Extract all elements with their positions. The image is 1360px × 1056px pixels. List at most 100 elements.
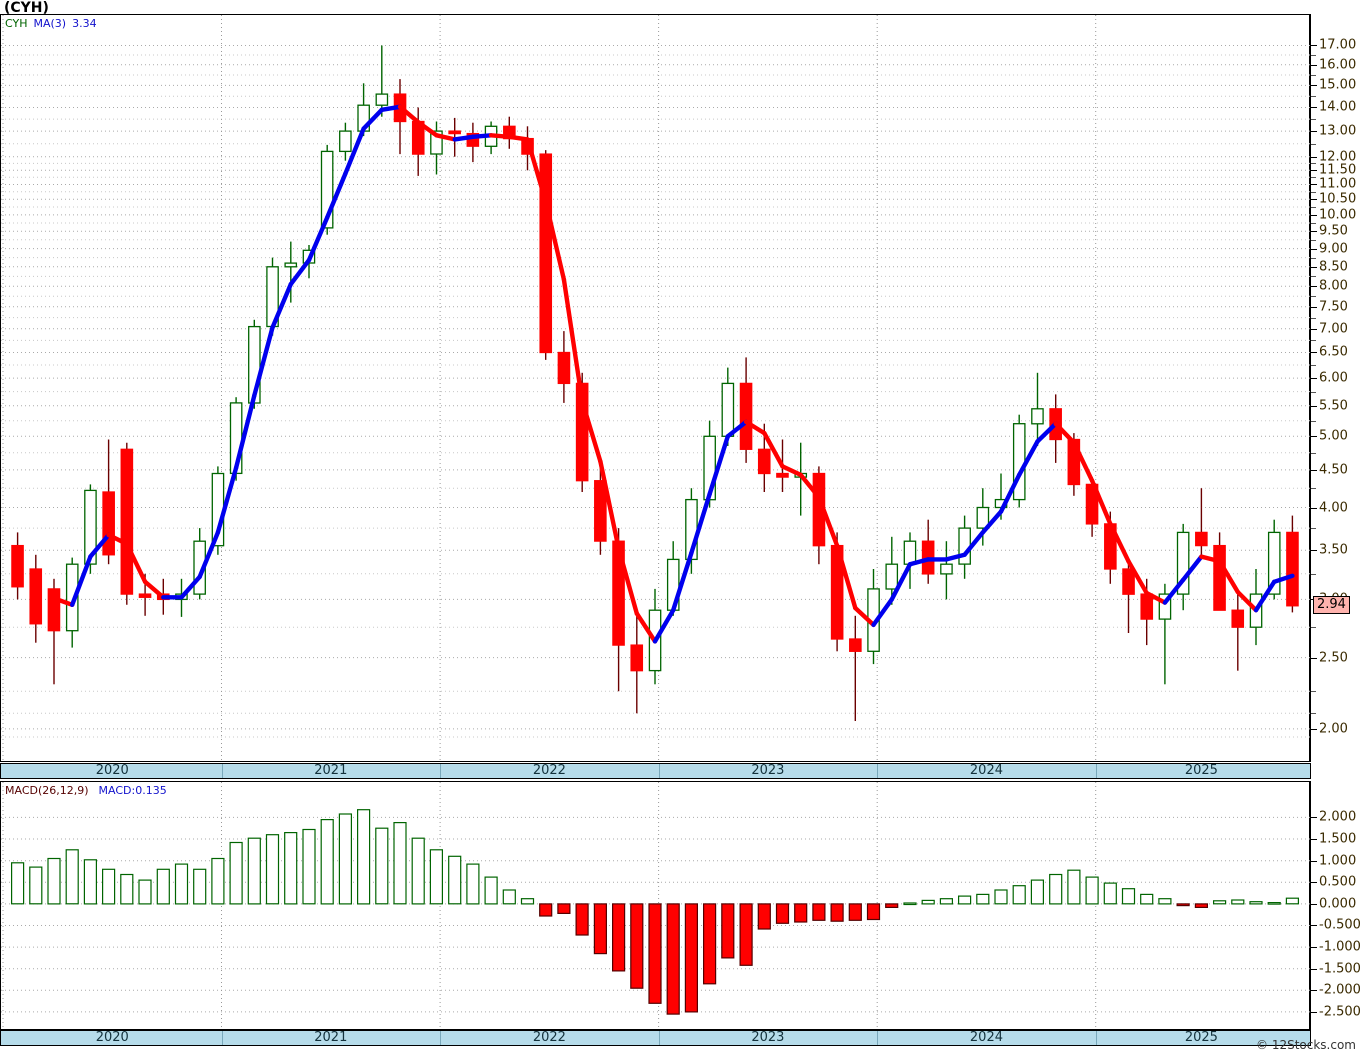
price-axis-tick xyxy=(1311,184,1317,186)
year-label-2023-macd: 2023 xyxy=(751,1030,785,1045)
price-axis-tick xyxy=(1311,214,1317,216)
legend-ma-value: 3.34 xyxy=(72,17,97,30)
price-axis-label: 10.50 xyxy=(1319,191,1357,207)
price-axis-label: 6.50 xyxy=(1319,344,1348,360)
legend-ma-label: MA(3) xyxy=(33,17,67,30)
price-axis-tick xyxy=(1311,107,1317,109)
price-axis-minor-tick xyxy=(1311,96,1316,98)
macd-axis-tick xyxy=(1311,839,1317,841)
price-axis-tick xyxy=(1311,131,1317,133)
macd-axis-label: -1.500 xyxy=(1319,961,1360,977)
price-axis-minor-tick xyxy=(1311,452,1316,454)
price-axis-minor-tick xyxy=(1311,391,1316,393)
price-axis-label: 8.00 xyxy=(1319,278,1348,294)
macd-axis-label: -2.000 xyxy=(1319,982,1360,998)
price-axis-tick xyxy=(1311,728,1317,730)
price-axis-minor-tick xyxy=(1311,276,1316,278)
macd-name-label: MACD(26,12,9) xyxy=(5,784,89,797)
macd-chart-panel[interactable]: MACD(26,12,9) MACD:0.135 xyxy=(0,781,1311,1030)
price-axis-label: 7.50 xyxy=(1319,299,1348,315)
price-axis-tick xyxy=(1311,378,1317,380)
price-axis-label: 11.50 xyxy=(1319,162,1357,178)
price-axis-label: 6.00 xyxy=(1319,370,1348,386)
price-axis-label: 4.00 xyxy=(1319,500,1348,516)
price-axis-label: 9.50 xyxy=(1319,223,1348,239)
macd-axis-tick xyxy=(1311,925,1317,927)
macd-axis-tick xyxy=(1311,1011,1317,1013)
macd-axis-label: -1.000 xyxy=(1319,939,1360,955)
macd-axis-label: 0.000 xyxy=(1319,896,1357,912)
year-label-2025-price: 2025 xyxy=(1184,763,1218,778)
price-axis-minor-tick xyxy=(1311,74,1316,76)
macd-plot-svg xyxy=(1,782,1310,1029)
macd-axis-tick xyxy=(1311,817,1317,819)
price-axis-label: 12.00 xyxy=(1319,149,1357,165)
price-axis-label: 2.00 xyxy=(1319,721,1348,737)
price-axis-tick xyxy=(1311,231,1317,233)
price-axis-tick xyxy=(1311,306,1317,308)
price-axis-tick xyxy=(1311,469,1317,471)
price-axis-tick xyxy=(1311,266,1317,268)
year-label-2024-macd: 2024 xyxy=(969,1030,1003,1045)
price-axis-minor-tick xyxy=(1311,340,1316,342)
year-separator xyxy=(1095,1031,1097,1045)
last-price-tag: 2.94 xyxy=(1313,595,1350,614)
price-axis-tick xyxy=(1311,657,1317,659)
price-axis-minor-tick xyxy=(1311,239,1316,241)
price-axis-tick xyxy=(1311,405,1317,407)
price-plot-svg xyxy=(1,15,1310,761)
macd-legend: MACD(26,12,9) MACD:0.135 xyxy=(5,784,167,797)
price-axis-tick xyxy=(1311,45,1317,47)
year-separator xyxy=(658,1031,660,1045)
price-axis-minor-tick xyxy=(1311,317,1316,319)
price-axis-label: 13.00 xyxy=(1319,123,1357,139)
price-axis-tick xyxy=(1311,199,1317,201)
price-axis-label: 11.00 xyxy=(1319,176,1357,192)
x-axis-year-band-price: 2020 2021 2022 2023 2024 2025 xyxy=(0,763,1311,779)
macd-axis-tick xyxy=(1311,882,1317,884)
price-axis-label: 15.00 xyxy=(1319,77,1357,93)
year-separator xyxy=(1095,764,1097,778)
year-label-2024-price: 2024 xyxy=(969,763,1003,778)
price-axis-minor-tick xyxy=(1311,420,1316,422)
price-axis-minor-tick xyxy=(1311,365,1316,367)
price-axis-minor-tick xyxy=(1311,223,1316,224)
price-axis-label: 4.50 xyxy=(1319,462,1348,478)
price-axis-label: 10.00 xyxy=(1319,207,1357,223)
price-axis-tick xyxy=(1311,550,1317,552)
macd-axis-tick xyxy=(1311,903,1317,905)
year-label-2021-macd: 2021 xyxy=(314,1030,348,1045)
price-axis-tick xyxy=(1311,328,1317,330)
price-axis-minor-tick xyxy=(1311,55,1316,56)
price-legend: CYH MA(3) 3.34 xyxy=(5,17,97,30)
price-axis-label: 7.00 xyxy=(1319,321,1348,337)
price-axis-minor-tick xyxy=(1311,207,1316,209)
copyright-notice: © 12Stocks.com xyxy=(1256,1038,1356,1052)
price-axis-minor-tick xyxy=(1311,177,1316,179)
price-chart-panel[interactable]: CYH MA(3) 3.34 xyxy=(0,14,1311,762)
year-separator xyxy=(221,764,223,778)
price-axis-tick xyxy=(1311,170,1317,172)
price-axis-tick xyxy=(1311,507,1317,509)
x-axis-year-band-macd: 2020 2021 2022 2023 2024 2025 xyxy=(0,1030,1311,1046)
price-axis-minor-tick xyxy=(1311,296,1316,298)
price-axis-tick xyxy=(1311,352,1317,354)
year-label-2022-macd: 2022 xyxy=(532,1030,566,1045)
price-axis-minor-tick xyxy=(1311,713,1316,715)
price-axis-tick xyxy=(1311,64,1317,66)
price-axis-tick xyxy=(1311,248,1317,250)
year-label-2020-price: 2020 xyxy=(95,763,129,778)
year-label-2022-price: 2022 xyxy=(532,763,566,778)
price-axis-minor-tick xyxy=(1311,573,1316,575)
macd-axis-label: -2.500 xyxy=(1319,1004,1360,1020)
macd-axis-label: 1.000 xyxy=(1319,853,1357,869)
price-axis-minor-tick xyxy=(1311,528,1316,530)
year-label-2023-price: 2023 xyxy=(751,763,785,778)
year-label-2025-macd: 2025 xyxy=(1184,1030,1218,1045)
macd-axis-label: -0.500 xyxy=(1319,917,1360,933)
year-separator xyxy=(440,764,442,778)
price-axis-label: 2.50 xyxy=(1319,650,1348,666)
macd-axis-tick xyxy=(1311,968,1317,970)
price-axis-minor-tick xyxy=(1311,119,1316,121)
year-separator xyxy=(440,1031,442,1045)
